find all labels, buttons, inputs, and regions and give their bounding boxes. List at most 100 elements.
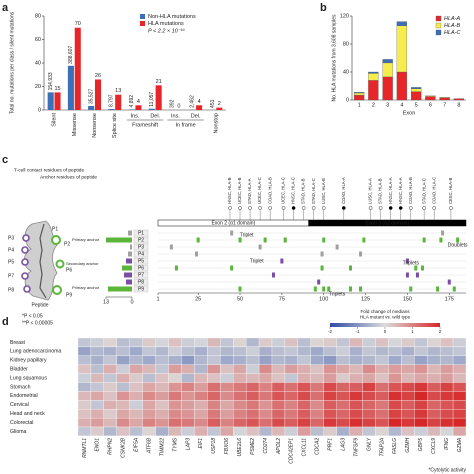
- heatmap-cell: [271, 400, 286, 410]
- heatmap-cell: [362, 373, 376, 383]
- heatmap-cell: [90, 337, 105, 348]
- heatmap-cell: [362, 346, 376, 356]
- heatmap-cell: [245, 382, 260, 392]
- count-label: 451: [210, 99, 216, 108]
- heatmap-cell: [388, 400, 402, 410]
- heatmap-cell: [220, 417, 234, 428]
- heatmap-cell: [181, 355, 195, 365]
- heatmap-cell: [142, 355, 156, 365]
- heatmap-cell: [77, 426, 92, 437]
- count-bar: [126, 258, 132, 264]
- heatmap-cell: [452, 346, 467, 356]
- contact-residue: [21, 272, 29, 280]
- heatmap-cell: [116, 391, 130, 401]
- heatmap-cell: [297, 382, 311, 392]
- anchor-label: Primary anchor: [72, 285, 100, 290]
- heatmap-cell: [323, 346, 337, 356]
- heatmap-cell: [427, 382, 441, 392]
- heatmap-cell: [77, 382, 92, 392]
- heatmap-cell: [258, 382, 273, 392]
- heatmap-cell: [271, 364, 286, 374]
- heatmap-cell: [336, 364, 350, 374]
- heatmap-cell: [168, 382, 182, 392]
- heatmap-cell: [90, 409, 105, 419]
- heatmap-cell: [284, 364, 299, 374]
- row-label: Bladder: [10, 367, 28, 373]
- row-label: P1: [138, 230, 144, 236]
- count-label: 392: [169, 99, 175, 108]
- heatmap-cell: [439, 364, 454, 374]
- heatmap-cell: [401, 382, 415, 392]
- column-label: CSNK2B: [121, 437, 127, 458]
- heatmap-cell: [310, 382, 324, 392]
- heatmap-cell: [181, 382, 195, 392]
- heatmap-cell: [258, 373, 273, 383]
- mutation-mark: [313, 286, 317, 292]
- sample-marker: [321, 206, 326, 210]
- heatmap-cell: [297, 400, 311, 410]
- sample-label: HNSC, HLA-A: [388, 177, 393, 204]
- heatmap-cell: [168, 337, 182, 348]
- mutation-mark: [283, 237, 287, 243]
- bar-segment: [368, 80, 379, 101]
- column-label: EIF1: [198, 438, 204, 449]
- heatmap-cell: [439, 337, 454, 348]
- heatmap-cell: [129, 426, 143, 437]
- bar: [148, 108, 155, 110]
- legend-swatch: [435, 29, 442, 36]
- heatmap-cell: [349, 337, 363, 348]
- heatmap-cell: [439, 373, 454, 383]
- x-axis-label: Exon: [403, 110, 416, 116]
- sample-marker: [248, 206, 252, 210]
- colorbar-title: Fold change of medians: [360, 309, 410, 314]
- row-label-box: [133, 271, 149, 279]
- heatmap-cell: [427, 337, 441, 348]
- sample-label: COAD, HLA-B: [408, 177, 413, 204]
- sample-label: HNSC, HLA-A: [398, 177, 403, 204]
- mutation-mark: [238, 237, 242, 243]
- bar-segment: [439, 97, 450, 101]
- mutation-mark: [441, 230, 445, 236]
- row-label: P3: [138, 244, 144, 250]
- note: *Cytolytic activity: [428, 467, 466, 473]
- heatmap-cell: [414, 400, 428, 410]
- heatmap-cell: [129, 373, 143, 383]
- column-label: TIMM22: [159, 438, 165, 457]
- heatmap-cell: [349, 373, 363, 383]
- heatmap-cell: [323, 382, 337, 392]
- heatmap-cell: [375, 355, 389, 365]
- anchor-label: Primary anchor: [72, 237, 100, 242]
- x-tick-label: 100: [319, 296, 328, 302]
- heatmap-cell: [452, 337, 467, 348]
- heatmap-cell: [336, 373, 350, 383]
- sample-marker: [398, 206, 403, 210]
- heatmap-cell: [233, 426, 247, 437]
- note: *P < 0.05: [22, 313, 43, 319]
- row-label-box: [133, 250, 149, 258]
- bar: [108, 109, 115, 110]
- x-tick-label: 5: [415, 102, 418, 108]
- count-tick-label: 0: [130, 299, 133, 305]
- bar: [135, 105, 142, 110]
- x-tick-label: 6: [429, 102, 432, 108]
- heatmap-cell: [297, 417, 311, 428]
- bar-segment: [368, 73, 379, 81]
- heatmap-cell: [310, 337, 324, 348]
- column-label: PSME2: [250, 438, 256, 455]
- column-label: CD274: [263, 438, 269, 454]
- annotation: Triplet: [250, 258, 264, 264]
- bar-segment: [382, 76, 393, 101]
- column-label: USP18: [211, 438, 217, 454]
- heatmap-cell: [181, 417, 195, 428]
- heatmap-cell: [310, 400, 324, 410]
- bar: [115, 94, 122, 110]
- heatmap-cell: [401, 337, 415, 348]
- heatmap-cell: [220, 337, 234, 348]
- count-label: 154,933: [48, 72, 54, 90]
- sample-marker: [228, 206, 232, 210]
- heatmap-cell: [207, 364, 221, 374]
- column-label: GNLY: [366, 437, 372, 451]
- column-label: TYMS: [172, 437, 178, 452]
- mutation-mark: [258, 244, 262, 250]
- heatmap-cell: [194, 409, 208, 419]
